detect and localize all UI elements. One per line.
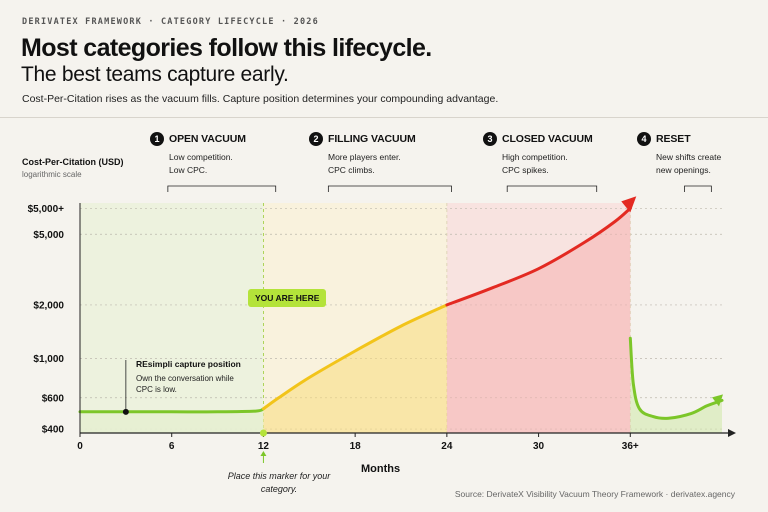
phase-desc-line: Low CPC. [169, 165, 208, 175]
phase-bracket [684, 185, 712, 192]
x-axis-title: Months [361, 463, 401, 475]
phase-desc-line: CPC climbs. [328, 165, 375, 175]
phase-open-vacuum: 1 OPEN VACUUM Low competition. Low CPC. [150, 132, 246, 177]
x-tick-label: 6 [169, 441, 175, 452]
page-description: Cost-Per-Citation rises as the vacuum fi… [22, 93, 499, 105]
x-tick-label: 24 [441, 441, 453, 452]
annotation-line: CPC is low. [136, 385, 177, 394]
phase-reset: 4 RESET New shifts create new openings. [637, 132, 721, 177]
annotation-pin [122, 408, 129, 415]
series-area-closed [446, 208, 631, 433]
phase-desc-line: Low competition. [169, 152, 233, 162]
phase-bracket [506, 185, 598, 192]
phase-number-badge: 3 [483, 132, 497, 146]
phase-closed-vacuum: 3 CLOSED VACUUM High competition. CPC sp… [483, 132, 593, 177]
phase-name: FILLING VACUUM [328, 133, 416, 145]
red-arrowhead [621, 196, 637, 213]
phase-name: CLOSED VACUUM [502, 133, 593, 145]
green-arrowhead [712, 394, 723, 407]
y-tick-label: $1,000 [33, 354, 64, 365]
series-line-open [78, 407, 265, 414]
capture-position-annotation: REsimpli capture position Own the conver… [136, 359, 241, 395]
phase-number-badge: 2 [309, 132, 323, 146]
y-axis-scale-note: logarithmic scale [22, 170, 82, 179]
phase-band [80, 203, 264, 433]
marker-note: Place this marker for your category. [227, 471, 331, 494]
x-tick-label: 30 [533, 441, 545, 452]
source-credit: Source: DerivateX Visibility Vacuum Theo… [454, 489, 735, 499]
you-are-here-badge: YOU ARE HERE [248, 289, 327, 307]
phase-desc-line: New shifts create [656, 152, 722, 162]
header-divider [0, 117, 768, 118]
y-tick-label: $600 [42, 393, 65, 404]
y-tick-label: $5,000+ [28, 204, 65, 215]
annotation-line: Own the conversation while [136, 374, 234, 383]
x-tick-label: 12 [258, 441, 270, 452]
x-tick-label: 18 [350, 441, 362, 452]
phase-desc-line: CPC spikes. [502, 165, 549, 175]
page-title: Most categories follow this lifecycle. [21, 34, 432, 62]
series-area-reset [630, 338, 722, 433]
series-area-open [80, 408, 264, 433]
phase-bracket [167, 185, 277, 192]
phase-number-badge: 4 [637, 132, 651, 146]
marker-dot [259, 429, 267, 437]
phase-desc-line: new openings. [656, 165, 711, 175]
phase-bracket [327, 185, 452, 192]
x-tick-label: 36+ [622, 441, 639, 452]
phase-name: OPEN VACUUM [169, 133, 246, 145]
series-line-reset [628, 336, 724, 420]
eyebrow-label: DERIVATEX FRAMEWORK · CATEGORY LIFECYCLE… [22, 17, 319, 27]
y-tick-label: $2,000 [33, 300, 64, 311]
phase-desc-line: High competition. [502, 152, 568, 162]
series-line-closed [445, 206, 632, 307]
page-subtitle: The best teams capture early. [21, 63, 289, 86]
y-tick-label: $400 [42, 425, 65, 436]
x-tick-label: 0 [77, 441, 83, 452]
y-axis-title: Cost-Per-Citation (USD) [22, 157, 124, 167]
phase-filling-vacuum: 2 FILLING VACUUM More players enter. CPC… [309, 132, 416, 177]
phase-number-badge: 1 [150, 132, 164, 146]
x-axis-arrow [728, 429, 736, 437]
phase-name: RESET [656, 133, 691, 145]
marker-pointer-arrow [260, 451, 267, 456]
y-tick-label: $5,000 [33, 230, 64, 241]
series-line-filling [261, 303, 449, 411]
phase-desc-line: More players enter. [328, 152, 401, 162]
annotation-title: REsimpli capture position [136, 359, 241, 369]
series-area-filling [263, 304, 447, 433]
